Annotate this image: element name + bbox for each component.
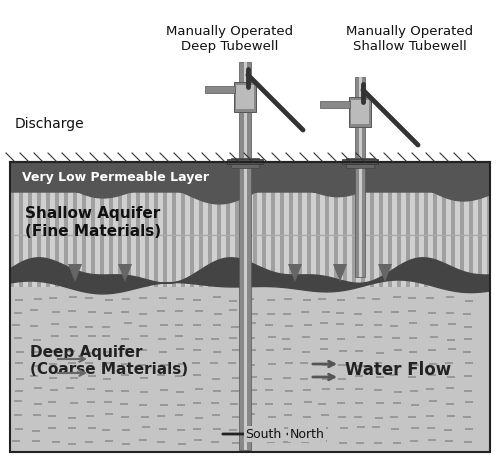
Bar [370,192,374,287]
Bar [181,192,185,287]
Bar [37,192,41,287]
Bar [325,192,329,287]
Bar [226,192,230,287]
Bar [451,192,455,287]
Bar [271,192,275,287]
Bar [433,192,437,287]
Bar [136,192,140,287]
Bar [469,192,473,287]
Polygon shape [68,264,82,282]
Bar [234,82,256,112]
Bar [231,158,259,168]
Bar [10,162,490,452]
Bar [262,192,266,287]
Bar [227,159,263,164]
Bar [280,192,284,287]
Bar [460,192,464,287]
Text: Deep Aquifer
(Coarse Materials): Deep Aquifer (Coarse Materials) [30,345,188,378]
Bar [199,192,203,287]
Bar [10,192,490,287]
Polygon shape [10,180,490,204]
Bar [28,192,32,287]
Bar [100,192,104,287]
Text: Water Flow: Water Flow [345,361,451,379]
Text: Shallow Aquifer
(Fine Materials): Shallow Aquifer (Fine Materials) [25,206,161,239]
Bar [91,192,95,287]
Bar [46,192,50,287]
Bar [10,287,490,452]
Bar [82,192,86,287]
Text: Discharge: Discharge [15,117,84,131]
Bar [205,86,235,93]
Bar [127,192,131,287]
Text: North: North [290,428,324,440]
Bar [244,192,248,287]
Bar [397,192,401,287]
Bar [406,192,410,287]
Bar [379,192,383,287]
Bar [154,192,158,287]
Bar [361,192,365,287]
Bar [10,17,490,162]
Text: South: South [245,428,281,440]
Bar [55,192,59,287]
Bar [346,158,374,168]
Bar [145,192,149,287]
Polygon shape [10,258,490,294]
Bar [478,192,482,287]
Bar [109,192,113,287]
Bar [239,62,251,450]
Bar [351,100,369,124]
Polygon shape [378,264,392,282]
Bar [307,192,311,287]
Bar [298,192,302,287]
Bar [487,192,491,287]
Bar [343,192,347,287]
Bar [118,192,122,287]
Bar [415,192,419,287]
Bar [320,101,350,108]
Bar [388,192,392,287]
Polygon shape [118,264,132,282]
Bar [316,192,320,287]
Bar [358,77,362,277]
Bar [10,162,490,192]
Bar [424,192,428,287]
Bar [163,192,167,287]
Text: Manually Operated
Shallow Tubewell: Manually Operated Shallow Tubewell [346,25,474,53]
Bar [236,85,254,109]
Bar [342,159,378,164]
Text: Manually Operated
Deep Tubewell: Manually Operated Deep Tubewell [166,25,294,53]
Bar [334,192,338,287]
Bar [253,192,257,287]
Bar [19,192,23,287]
Bar [442,192,446,287]
Bar [64,192,68,287]
Bar [235,192,239,287]
Bar [217,192,221,287]
Polygon shape [333,264,347,282]
Bar [190,192,194,287]
Bar [355,77,365,277]
Bar [172,192,176,287]
Bar [244,62,246,450]
Text: Very Low Permeable Layer: Very Low Permeable Layer [22,170,209,184]
Bar [10,192,14,287]
Bar [208,192,212,287]
Bar [73,192,77,287]
Bar [349,97,371,127]
Polygon shape [288,264,302,282]
Bar [352,192,356,287]
Bar [289,192,293,287]
